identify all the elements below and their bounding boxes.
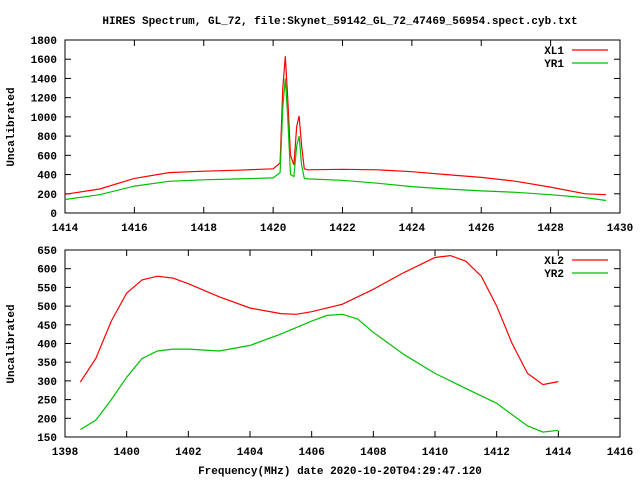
legend-label-xl1: XL1 <box>544 46 564 58</box>
series-line-xl1 <box>64 56 607 196</box>
y-tick-label: 600 <box>37 265 57 277</box>
ylabel-top: Uncalibrated <box>6 87 18 166</box>
y-tick-label: 400 <box>37 340 57 352</box>
x-tick-label: 1422 <box>329 223 355 235</box>
y-tick-label: 150 <box>37 433 57 445</box>
x-tick-label: 1402 <box>175 447 201 459</box>
x-tick-label: 1400 <box>113 447 139 459</box>
x-tick-label: 1410 <box>422 447 448 459</box>
x-tick-label: 1412 <box>483 447 509 459</box>
y-tick-label: 0 <box>50 209 57 221</box>
ylabel-bottom: Uncalibrated <box>6 304 18 383</box>
y-tick-label: 1600 <box>31 55 57 67</box>
x-tick-label: 1424 <box>399 223 426 235</box>
y-tick-label: 1400 <box>31 74 57 86</box>
y-tick-label: 400 <box>37 171 57 183</box>
x-tick-label: 1408 <box>360 447 387 459</box>
y-tick-label: 200 <box>37 414 57 426</box>
x-tick-label: 1418 <box>191 223 218 235</box>
y-tick-label: 250 <box>37 396 57 408</box>
y-tick-label: 1000 <box>31 113 57 125</box>
legend-label-yr1: YR1 <box>544 59 564 71</box>
series-line-yr2 <box>80 313 559 433</box>
y-tick-label: 650 <box>37 246 57 258</box>
y-tick-label: 600 <box>37 151 57 163</box>
x-tick-label: 1428 <box>537 223 564 235</box>
y-tick-label: 450 <box>37 321 57 333</box>
legend-label-yr2: YR2 <box>544 269 564 281</box>
x-tick-label: 1416 <box>121 223 147 235</box>
x-tick-label: 1414 <box>52 223 79 235</box>
series-line-xl2 <box>79 254 559 386</box>
y-tick-label: 1200 <box>31 94 57 106</box>
legend-label-xl2: XL2 <box>544 256 564 268</box>
x-tick-label: 1406 <box>298 447 324 459</box>
x-tick-label: 1416 <box>607 447 633 459</box>
y-tick-label: 800 <box>37 132 57 144</box>
x-tick-label: 1404 <box>237 447 264 459</box>
chart-title: HIRES Spectrum, GL_72, file:Skynet_59142… <box>102 16 577 28</box>
xlabel-bottom: Frequency(MHz) date 2020-10-20T04:29:47.… <box>198 466 482 478</box>
y-tick-label: 200 <box>37 190 57 202</box>
x-tick-label: 1430 <box>607 223 633 235</box>
y-tick-label: 550 <box>37 283 57 295</box>
x-tick-label: 1414 <box>545 447 572 459</box>
y-tick-label: 300 <box>37 377 57 389</box>
x-tick-label: 1398 <box>52 447 79 459</box>
y-tick-label: 500 <box>37 302 57 314</box>
plot-frame-1 <box>64 39 621 214</box>
x-tick-label: 1426 <box>468 223 494 235</box>
y-tick-label: 1800 <box>31 36 57 48</box>
x-tick-label: 1420 <box>260 223 286 235</box>
y-tick-label: 350 <box>37 358 57 370</box>
series-line-yr1 <box>64 78 607 202</box>
